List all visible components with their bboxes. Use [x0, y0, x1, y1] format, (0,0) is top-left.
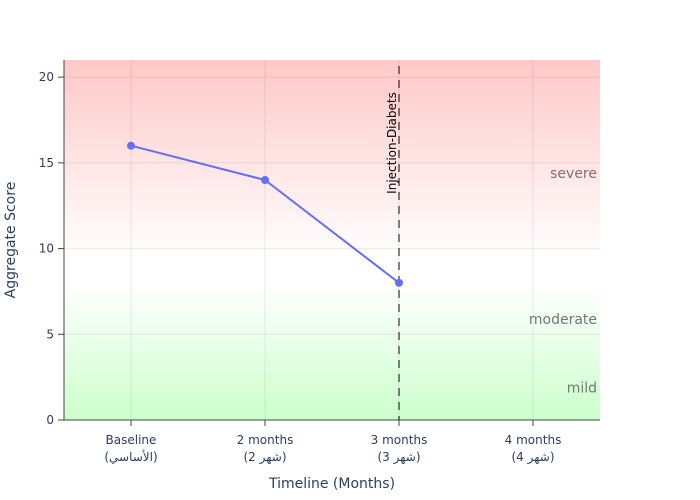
zone-label-severe: severe: [550, 166, 597, 182]
score-series: [127, 141, 403, 287]
zone-label-moderate: moderate: [529, 312, 597, 328]
data-point: [395, 278, 403, 287]
y-axis-title: Aggregate Score: [3, 182, 19, 299]
y-tick-label: 5: [46, 327, 54, 341]
marker-label: Injection-Diabets: [385, 92, 399, 194]
x-tick-sublabel: (الأساسي): [104, 449, 157, 464]
zone-label-mild: mild: [567, 380, 597, 396]
plot-background: [64, 60, 600, 420]
y-tick-label: 0: [46, 413, 54, 427]
axes: 0 5 10 15 20 Baseline (الأساسي) 2 months (شهر 2)…: [39, 60, 600, 465]
data-point: [127, 141, 135, 150]
x-tick-sublabel: (شهر 2): [243, 450, 286, 465]
y-tick-label: 20: [39, 70, 54, 84]
x-tick-label: Baseline: [106, 433, 157, 447]
x-tick-sublabel: (شهر 4): [511, 450, 554, 465]
x-axis-title: Timeline (Months): [268, 476, 395, 492]
severity-zone-labels: severe moderate mild: [529, 166, 597, 396]
y-tick-label: 10: [39, 242, 54, 256]
x-tick-label: 3 months: [371, 433, 428, 447]
x-tick-label: 2 months: [237, 433, 294, 447]
data-point: [261, 176, 269, 184]
injection-marker: Injection-Diabets: [385, 66, 400, 420]
y-tick-label: 15: [39, 156, 54, 170]
grid-lines: [64, 60, 600, 421]
x-tick-label: 4 months: [505, 433, 562, 447]
x-tick-sublabel: (شهر 3): [377, 450, 420, 465]
